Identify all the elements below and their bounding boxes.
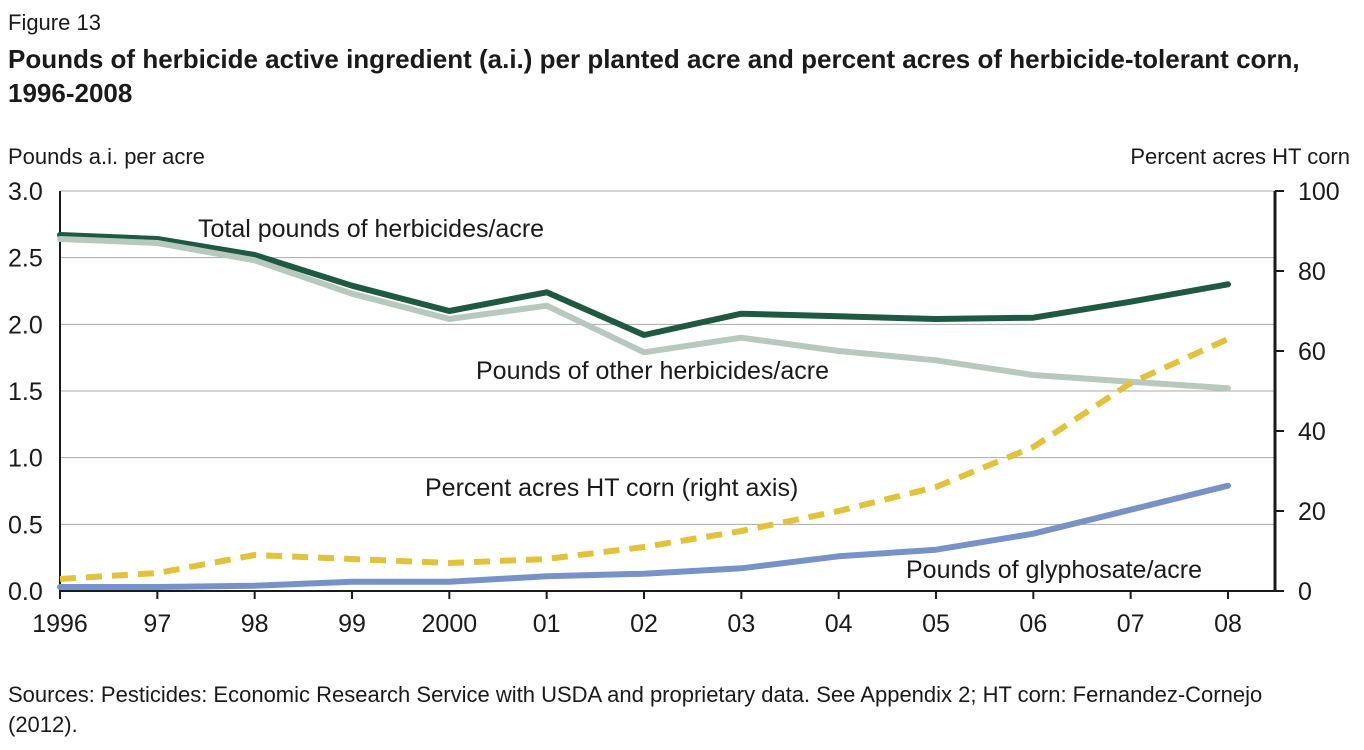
y-axis-right-label: Percent acres HT corn [1130,144,1350,169]
y-tick-left: 1.0 [8,445,43,473]
axes [59,190,1284,599]
y-tick-right: 60 [1298,338,1326,366]
y-tick-left: 3.0 [8,178,43,206]
y-tick-left: 0.0 [8,578,43,606]
x-tick-label: 02 [630,610,658,638]
y-tick-left: 2.5 [8,245,43,273]
y-tick-left: 0.5 [8,511,43,539]
y-tick-right: 100 [1298,178,1340,206]
label-percent-ht-corn: Percent acres HT corn (right axis) [425,474,798,502]
x-tick-label: 04 [825,610,853,638]
series-line-0 [57,232,1231,338]
label-total-herbicides: Total pounds of herbicides/acre [198,215,544,243]
figure-label: Figure 13 [8,10,101,35]
series-lines [57,232,1231,590]
line-chart: Pounds a.i. per acre Percent acres HT co… [8,144,1350,638]
source-note: Sources: Pesticides: Economic Research S… [8,682,1263,737]
y-tick-right: 20 [1298,498,1326,526]
label-other-herbicides: Pounds of other herbicides/acre [476,357,829,385]
y-tick-right: 40 [1298,418,1326,446]
y-tick-left: 2.0 [8,311,43,339]
series-line-2 [59,336,1230,582]
series-line-3 [57,482,1231,590]
x-tick-label: 1996 [32,610,88,638]
x-tick-label: 98 [241,610,269,638]
x-tick-label: 97 [143,610,171,638]
y-tick-left: 1.5 [8,378,43,406]
x-tick-label: 08 [1214,610,1242,638]
chart-title: Pounds of herbicide active ingredient (a… [8,44,1300,108]
x-tick-label: 01 [533,610,561,638]
x-tick-label: 2000 [422,610,478,638]
y-tick-right: 0 [1298,578,1312,606]
y-tick-right: 80 [1298,258,1326,286]
series-line-1 [57,236,1231,392]
x-tick-label: 99 [338,610,366,638]
x-tick-label: 03 [727,610,755,638]
y-axis-left-label: Pounds a.i. per acre [8,144,205,169]
x-tick-label: 07 [1117,610,1145,638]
x-tick-label: 06 [1019,610,1047,638]
x-tick-label: 05 [922,610,950,638]
label-glyphosate: Pounds of glyphosate/acre [906,556,1202,584]
